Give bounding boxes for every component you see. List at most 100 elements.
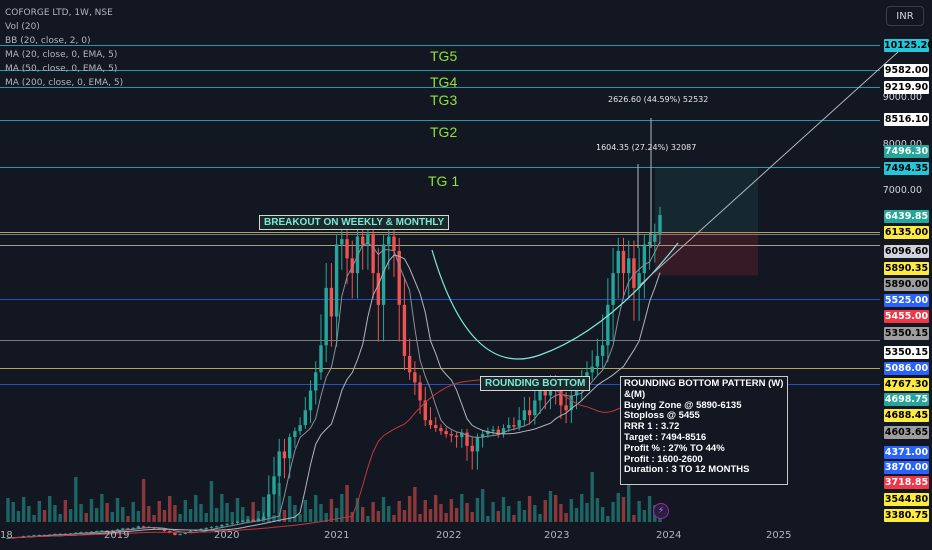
x-tick-2020: 2020 xyxy=(214,530,240,541)
volume-bar xyxy=(27,506,31,522)
candle-body xyxy=(543,390,547,396)
indicator-bollinger[interactable]: BB (20, close, 2, 0) xyxy=(5,36,91,46)
info-line: Buying Zone @ 5890-6135 xyxy=(624,399,742,411)
candle-body xyxy=(121,528,125,530)
candle-body xyxy=(230,522,234,524)
candle-body xyxy=(621,250,626,274)
volume-bar xyxy=(267,506,271,522)
candle-body xyxy=(517,420,521,427)
volume-bar xyxy=(428,509,433,522)
candle-body xyxy=(616,250,620,274)
volume-bar xyxy=(360,507,365,522)
volume-bar xyxy=(241,507,245,522)
rounding-bottom-curve xyxy=(431,242,679,360)
candle-body xyxy=(366,233,370,245)
price-label: 3870.00 xyxy=(884,461,929,474)
price-label: 9219.90 xyxy=(884,81,929,94)
volume-bar xyxy=(298,514,302,522)
candle-body xyxy=(585,372,589,378)
volume-bar xyxy=(621,497,626,522)
info-line: Duration : 3 TO 12 MONTHS xyxy=(624,464,750,476)
candle-body xyxy=(501,428,506,435)
candle-body xyxy=(235,521,240,523)
volume-bar xyxy=(371,502,375,522)
volume-bar xyxy=(199,504,203,522)
candle-body xyxy=(298,425,302,432)
candle-body xyxy=(407,355,412,373)
volume-bar xyxy=(600,507,605,522)
candle-body xyxy=(402,304,407,356)
volume-bar xyxy=(115,498,120,522)
candle-body xyxy=(465,432,469,446)
volume-bar xyxy=(449,499,454,522)
volume-bar xyxy=(595,498,600,522)
volume-bar xyxy=(21,497,26,522)
info-line: &(M) xyxy=(624,388,646,400)
price-label: 6135.00 xyxy=(884,226,929,239)
price-label: 5086.00 xyxy=(884,362,929,375)
volume-bar xyxy=(173,505,177,522)
info-line: Profit : 1600-2600 xyxy=(624,453,703,465)
candle-body xyxy=(136,526,141,528)
volume-bar xyxy=(178,514,182,522)
breakout-label: BREAKOUT ON WEEKLY & MONTHLY xyxy=(259,215,450,230)
candle-body xyxy=(564,405,568,411)
volume-bar xyxy=(162,510,167,522)
candle-body xyxy=(590,366,594,373)
candle-body xyxy=(470,445,474,452)
volume-bar xyxy=(538,514,542,522)
indicator-volume[interactable]: Vol (20) xyxy=(5,22,40,32)
volume-bar xyxy=(58,514,62,522)
volume-bar xyxy=(314,495,318,522)
volume-bar xyxy=(527,496,532,522)
volume-bar xyxy=(507,506,511,522)
candle-body xyxy=(173,532,177,535)
candle-body xyxy=(21,536,26,538)
candle-body xyxy=(392,236,396,251)
volume-bar xyxy=(407,496,412,522)
volume-bar xyxy=(553,495,558,522)
candle-body xyxy=(324,287,328,346)
candle-body xyxy=(444,431,448,435)
candle-body xyxy=(475,437,480,452)
candle-body xyxy=(267,494,271,517)
indicator-ma200[interactable]: MA (200, close, 0, EMA, 5) xyxy=(5,78,124,88)
volume-bar xyxy=(287,496,292,522)
volume-bar xyxy=(569,499,574,522)
volume-bar xyxy=(84,513,88,522)
volume-bar xyxy=(434,495,438,522)
trend-line xyxy=(639,51,899,286)
volume-bar xyxy=(319,504,323,522)
x-tick-2023: 2023 xyxy=(544,530,570,541)
volume-bar xyxy=(32,515,36,522)
y-tick-7000: 7000.00 xyxy=(882,185,922,196)
volume-bar xyxy=(585,503,589,522)
price-label: 5890.00 xyxy=(884,278,929,291)
price-label: 5890.35 xyxy=(884,262,929,275)
candle-body xyxy=(653,233,657,242)
candle-body xyxy=(272,476,276,495)
price-label: 4698.75 xyxy=(884,393,929,406)
candle-body xyxy=(329,287,334,317)
candle-body xyxy=(569,395,574,411)
volume-bar xyxy=(157,501,161,522)
ma-line xyxy=(7,241,661,539)
indicator-ma20[interactable]: MA (20, close, 0, EMA, 5) xyxy=(5,50,118,60)
price-label: 7494.35 xyxy=(884,162,929,175)
currency-button[interactable]: INR xyxy=(886,6,924,26)
volume-bar xyxy=(574,508,579,522)
volume-bar xyxy=(460,494,464,522)
indicator-ma50[interactable]: MA (50, close, 0, EMA, 5) xyxy=(5,64,118,74)
volume-bar xyxy=(397,501,401,522)
volume-bar xyxy=(470,512,474,522)
volume-bar xyxy=(235,498,240,522)
candle-body xyxy=(204,527,208,529)
candle-body xyxy=(141,526,146,528)
candle-body xyxy=(53,533,57,535)
x-tick-2019: 2019 xyxy=(104,530,130,541)
candle-body xyxy=(512,425,516,427)
lightning-icon[interactable]: ⚡ xyxy=(653,503,669,519)
x-tick-2022: 2022 xyxy=(436,530,462,541)
candle-body xyxy=(199,528,203,530)
